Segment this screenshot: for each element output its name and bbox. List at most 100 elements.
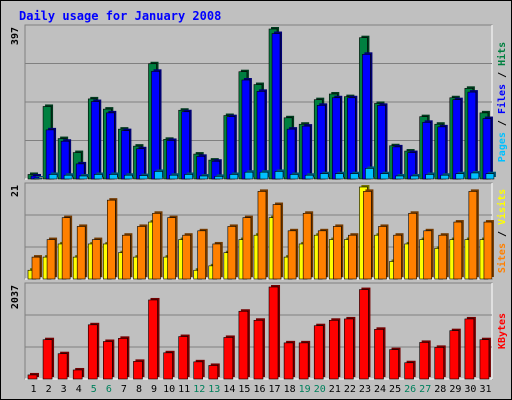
x-tick-label: 24	[374, 384, 386, 395]
bar-kbytes-day-20	[313, 323, 326, 380]
bar-pages-day-3	[63, 173, 75, 180]
bar-kbytes-day-19	[298, 340, 311, 380]
bar-pages-day-19	[304, 173, 316, 180]
bar-sites-day-8	[137, 224, 148, 280]
legend-pages: Pages	[497, 132, 508, 162]
bar-sites-day-31	[483, 220, 494, 280]
bar-pages-day-22	[350, 171, 361, 180]
x-tick-label: 4	[76, 384, 82, 395]
x-tick-label: 25	[389, 384, 401, 395]
legend-hits: Hits	[496, 42, 508, 66]
bar-pages-day-24	[380, 171, 391, 180]
bar-sites-day-29	[453, 220, 464, 280]
bar-sites-day-24	[378, 224, 389, 280]
bar-kbytes-day-23	[359, 287, 371, 380]
x-tick-label: 11	[178, 384, 190, 395]
bar-kbytes-day-4	[72, 367, 85, 380]
bar-sites-day-19	[302, 211, 314, 280]
bar-pages-day-29	[455, 171, 466, 180]
bar-pages-day-10	[169, 173, 180, 180]
bar-files-day-23	[362, 52, 373, 180]
bar-sites-day-4	[76, 224, 88, 280]
bar-pages-day-11	[184, 172, 195, 180]
x-tick-label: 1	[31, 384, 37, 395]
bar-files-day-21	[331, 95, 343, 180]
bar-pages-day-21	[334, 171, 346, 180]
bar-files-day-2	[45, 127, 57, 180]
bar-pages-day-2	[48, 172, 60, 180]
bar-kbytes-day-6	[103, 339, 115, 380]
x-tick-label: 2	[46, 384, 52, 395]
legend-separator: /	[497, 114, 508, 132]
bar-kbytes-day-25	[389, 347, 401, 380]
chart-title: Daily usage for January 2008	[19, 9, 221, 23]
legend-visits: Visits	[496, 189, 508, 225]
bar-files-day-5	[90, 99, 102, 180]
bar-sites-day-17	[272, 202, 284, 280]
bar-pages-day-16	[259, 170, 270, 180]
bar-sites-day-15	[242, 215, 253, 280]
bar-pages-day-23	[365, 166, 376, 180]
bar-kbytes-day-17	[268, 285, 281, 380]
bar-pages-day-1	[33, 176, 44, 180]
bar-kbytes-day-3	[57, 351, 70, 380]
x-tick-label: 14	[223, 384, 235, 395]
bar-files-day-15	[241, 78, 252, 180]
x-tick-label: 22	[344, 384, 356, 395]
bar-pages-day-30	[470, 170, 481, 180]
bar-sites-day-7	[122, 233, 133, 280]
bar-kbytes-day-18	[283, 340, 296, 380]
x-tick-label: 26	[404, 384, 416, 395]
bar-files-day-6	[106, 110, 117, 180]
bar-files-day-11	[181, 109, 192, 180]
bar-sites-day-26	[408, 211, 419, 280]
bar-kbytes-day-13	[208, 363, 220, 380]
bar-pages-day-17	[274, 169, 286, 180]
bar-sites-day-23	[363, 189, 374, 280]
bar-files-day-16	[256, 89, 267, 180]
bar-kbytes-day-26	[404, 360, 416, 380]
bar-files-day-20	[316, 103, 328, 180]
bar-pages-day-6	[109, 172, 120, 180]
bar-kbytes-day-16	[253, 318, 265, 380]
bar-kbytes-day-2	[42, 337, 55, 380]
bar-files-day-28	[437, 124, 448, 180]
bar-kbytes-day-31	[479, 337, 491, 380]
bar-pages-day-15	[244, 170, 255, 180]
x-tick-label: 17	[269, 384, 281, 395]
bar-kbytes-day-12	[193, 359, 205, 380]
panel-2-legend: Sites / Visits	[496, 189, 508, 273]
bar-files-day-19	[301, 124, 313, 180]
bar-sites-day-6	[107, 198, 118, 280]
bar-kbytes-day-30	[464, 316, 476, 380]
bar-files-day-22	[347, 95, 358, 180]
bar-pages-day-18	[289, 172, 301, 180]
bar-sites-day-16	[257, 189, 268, 280]
bar-sites-day-10	[167, 215, 178, 280]
bar-sites-day-1	[31, 255, 42, 280]
panel-1-legend: Pages / Files / Hits	[496, 42, 508, 162]
x-tick-label: 21	[329, 384, 341, 395]
bar-files-day-18	[286, 127, 298, 180]
bar-kbytes-day-22	[344, 316, 356, 380]
bar-kbytes-day-29	[449, 328, 461, 380]
x-tick-label: 27	[419, 384, 431, 395]
legend-kbytes: KBytes	[497, 313, 508, 349]
bar-kbytes-day-14	[223, 335, 235, 380]
x-tick-label: 5	[91, 384, 97, 395]
bar-sites-day-3	[61, 215, 73, 280]
bar-sites-day-18	[287, 228, 299, 280]
x-tick-label: 23	[359, 384, 371, 395]
bar-files-day-30	[467, 90, 478, 180]
bar-kbytes-day-15	[238, 309, 250, 380]
x-tick-label: 15	[238, 384, 250, 395]
bar-pages-day-8	[139, 173, 150, 180]
bar-sites-day-11	[182, 233, 193, 280]
x-tick-label: 31	[479, 384, 491, 395]
bar-sites-day-2	[46, 237, 58, 280]
bar-files-day-3	[60, 139, 72, 180]
bar-kbytes-day-5	[87, 322, 100, 380]
bar-kbytes-day-9	[148, 297, 160, 380]
x-tick-label: 12	[193, 384, 205, 395]
